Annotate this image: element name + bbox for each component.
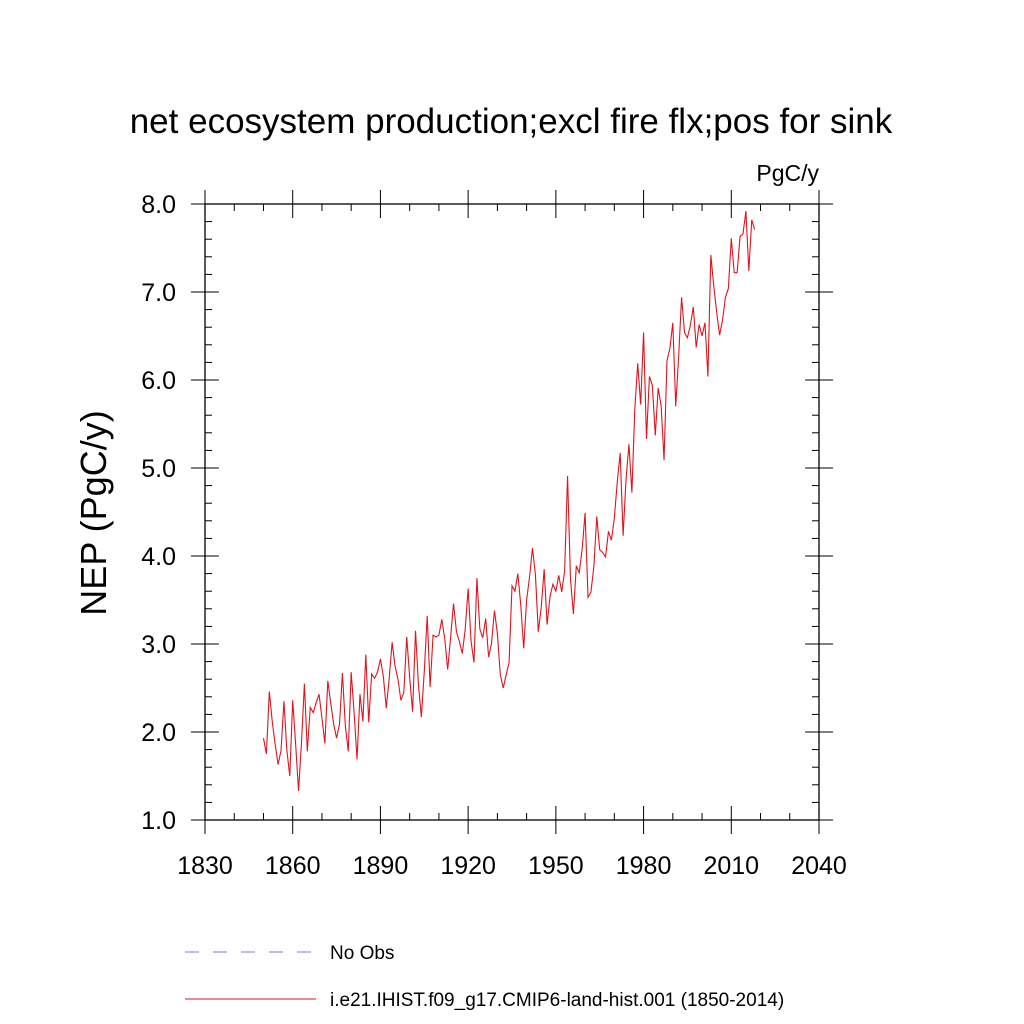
legend-label: i.e21.IHIST.f09_g17.CMIP6-land-hist.001 … (330, 990, 784, 1011)
x-tick-label: 1890 (353, 852, 409, 880)
axis-tick-labels: 1830 1860 1890 1920 1950 1980 2010 2040 1.0 2.0 3.… (141, 191, 847, 880)
units-label: PgC/y (756, 160, 819, 186)
y-tick-label: 8.0 (141, 191, 176, 219)
y-tick-label: 2.0 (141, 719, 176, 747)
series-line-1 (262, 210, 756, 791)
x-tick-label: 2010 (703, 852, 759, 880)
y-tick-label: 6.0 (141, 367, 176, 395)
y-tick-label: 5.0 (141, 455, 176, 483)
y-tick-label: 3.0 (141, 631, 176, 659)
x-tick-label: 1860 (265, 852, 321, 880)
legend-label: No Obs (330, 943, 394, 964)
x-tick-label: 1950 (528, 852, 584, 880)
y-tick-label: 7.0 (141, 279, 176, 307)
x-tick-label: 2040 (791, 852, 847, 880)
legend: No Obs i.e21.IHIST.f09_g17.CMIP6-land-his… (185, 943, 784, 1011)
axis-ticks (191, 190, 833, 834)
x-tick-label: 1980 (616, 852, 672, 880)
plot-frame (204, 203, 820, 821)
y-tick-label: 4.0 (141, 543, 176, 571)
y-tick-label: 1.0 (141, 807, 176, 835)
chart-title: net ecosystem production;excl fire flx;p… (130, 102, 893, 141)
series-layer (262, 210, 756, 791)
y-axis-label: NEP (PgC/y) (73, 410, 114, 615)
x-tick-label: 1920 (440, 852, 496, 880)
x-tick-label: 1830 (177, 852, 233, 880)
